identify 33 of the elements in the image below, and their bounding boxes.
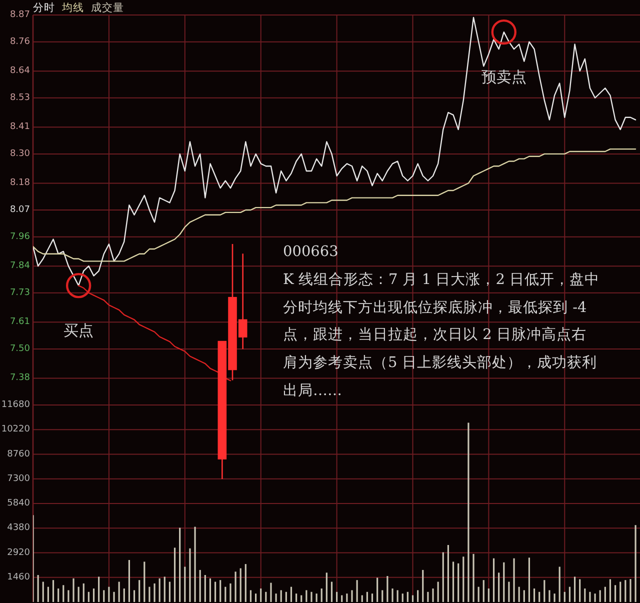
y-tick-label: 2920 <box>7 548 30 558</box>
y-tick-label: 7.84 <box>10 261 30 272</box>
y-tick-label: 7.96 <box>10 232 30 242</box>
annotation: 买点 <box>64 322 94 340</box>
series-name: 成交量 <box>91 2 124 14</box>
y-tick-label: 8.30 <box>10 148 30 159</box>
y-tick-label: 5840 <box>7 498 30 508</box>
y-tick-label: 10220 <box>1 424 30 435</box>
y-tick-label: 1460 <box>7 572 30 582</box>
annotation: 肩为参考卖点（5 日上影线头部处），成功获利 <box>283 356 597 371</box>
annotation: 000663 <box>283 244 338 260</box>
y-tick-label: 8760 <box>7 449 30 460</box>
annotation: K 线组合形态：7 月 1 日大涨，2 日低开，盘中 <box>283 272 600 288</box>
y-tick-label: 7.50 <box>10 344 30 354</box>
y-tick-label: 8.53 <box>10 92 30 103</box>
y-tick-label: 8.18 <box>10 178 30 188</box>
y-tick-label: 8.76 <box>10 36 30 47</box>
y-tick-label: 7.38 <box>10 373 30 384</box>
y-tick-label: 8.41 <box>10 122 30 132</box>
y-tick-label: 4380 <box>7 523 30 534</box>
annotation: 分时均线下方出现低位探底脉冲，最低探到 -4 <box>283 300 587 316</box>
y-tick-label: 7.61 <box>10 317 30 328</box>
y-tick-label: 8.64 <box>10 66 30 76</box>
annotation: 预卖点 <box>481 68 526 86</box>
y-tick-label: 7.73 <box>10 288 30 298</box>
series-name: 分时 <box>33 2 55 14</box>
y-tick-label: 8.07 <box>10 205 30 215</box>
y-tick-label: 11680 <box>1 400 30 410</box>
y-tick-label: 7300 <box>7 474 30 484</box>
annotation: 出局…… <box>283 384 342 399</box>
series-name: 均线 <box>62 2 84 14</box>
y-tick-label: 8.87 <box>10 10 30 20</box>
annotation: 点，跟进，当日拉起，次日以 2 日脉冲高点右 <box>283 328 586 343</box>
